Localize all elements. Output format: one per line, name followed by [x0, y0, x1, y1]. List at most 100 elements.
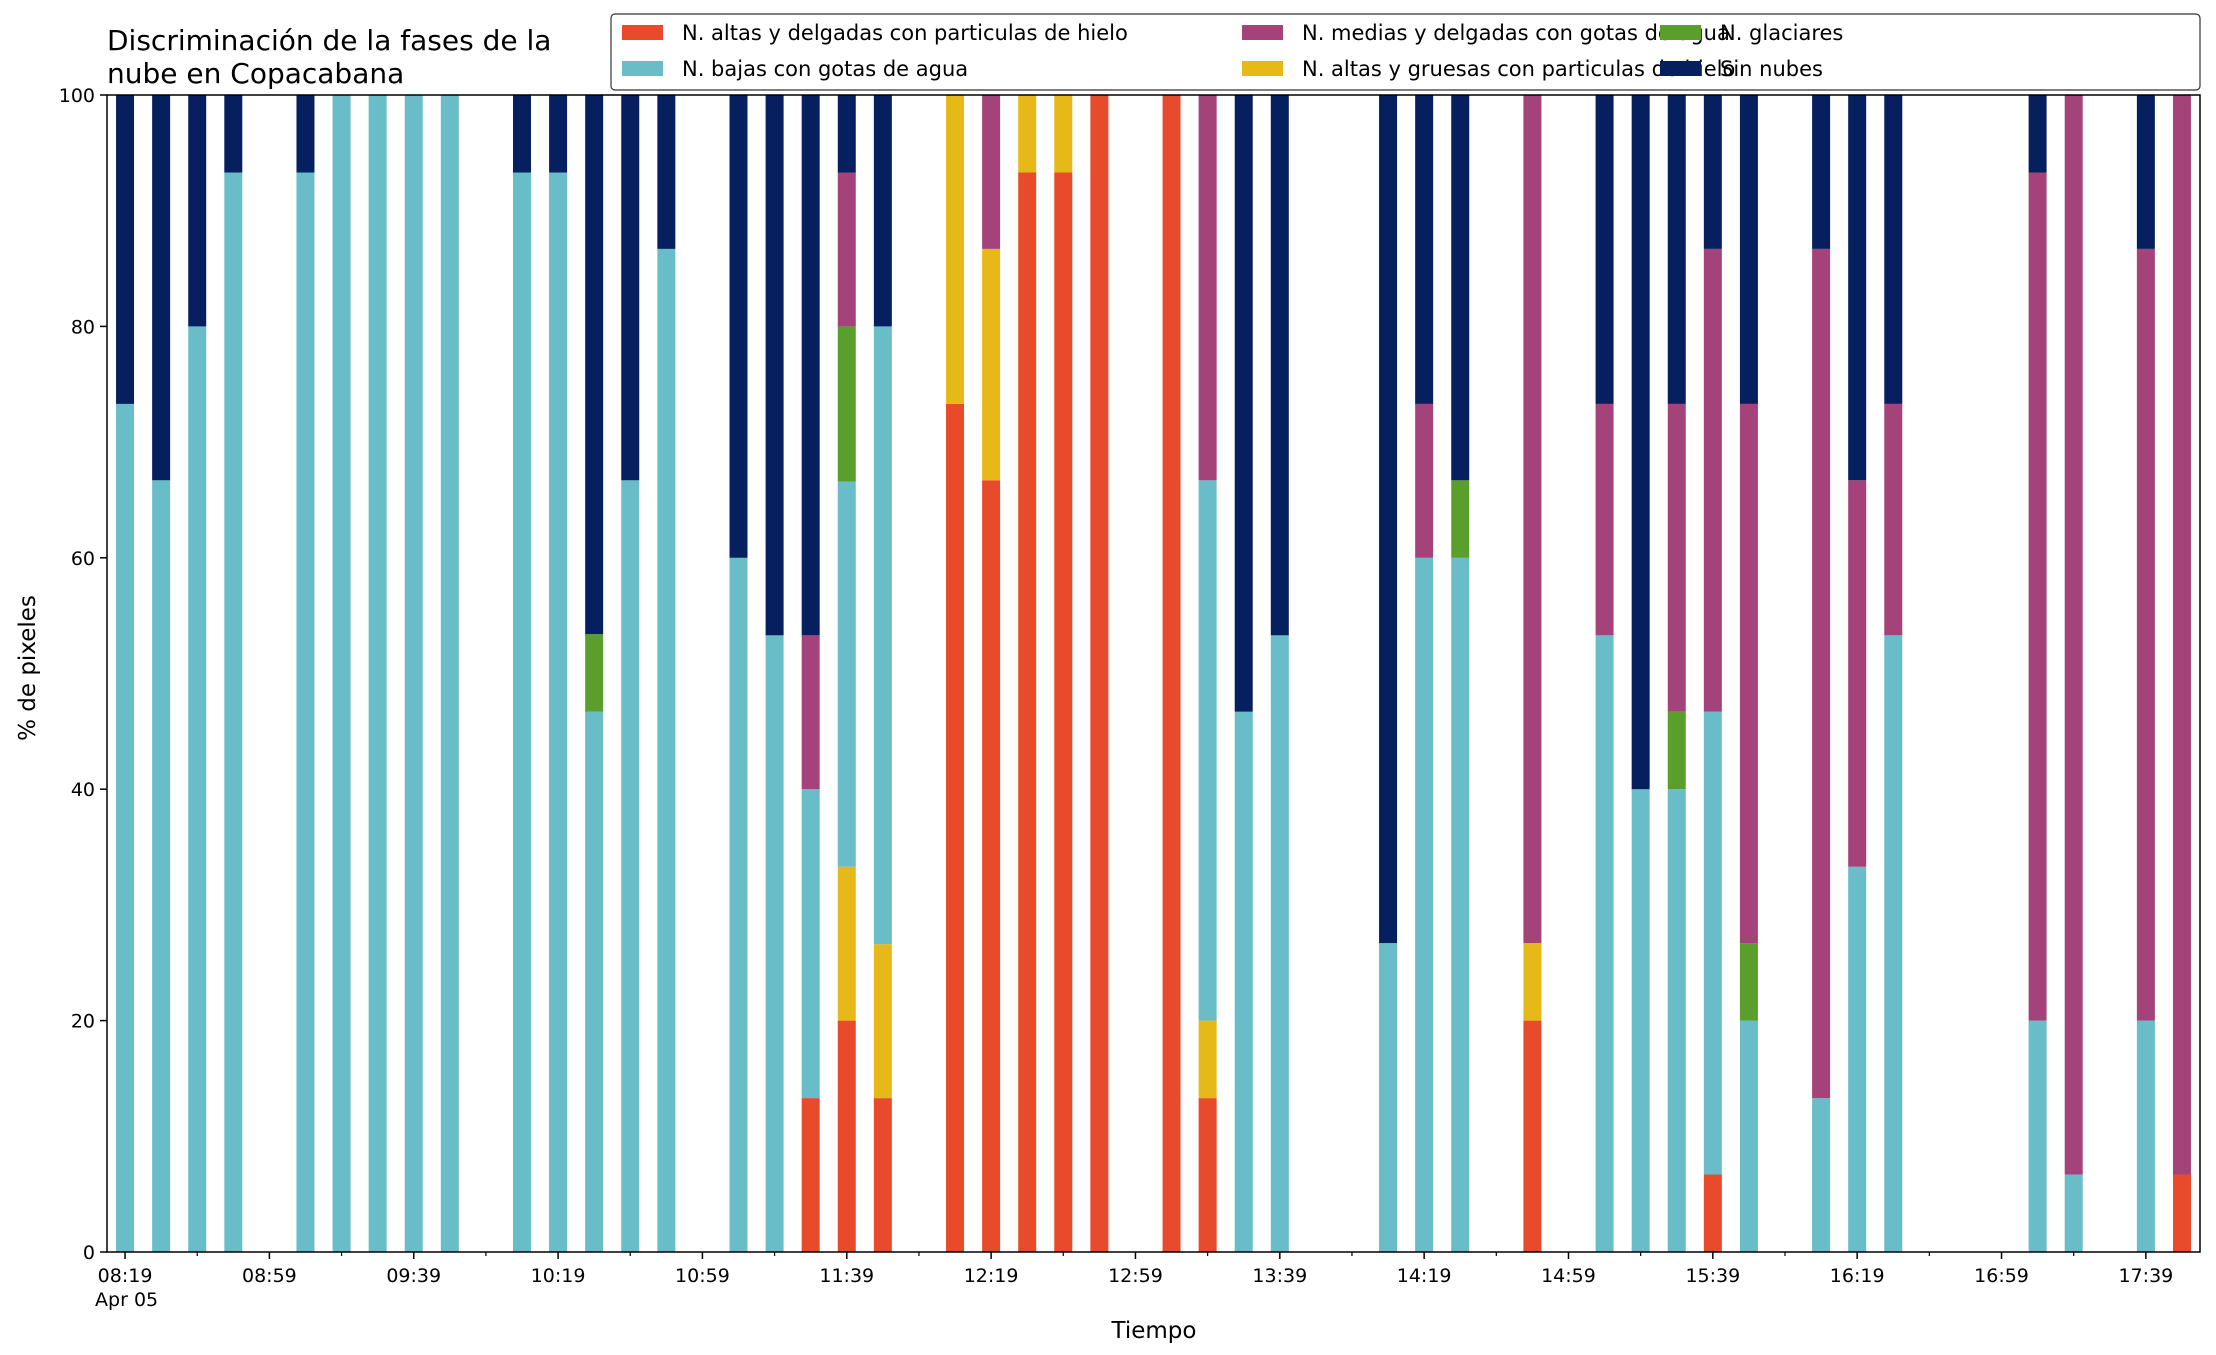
x-tick-label: 08:19 [98, 1265, 153, 1287]
bar-segment [2028, 95, 2047, 173]
bar-segment [2136, 95, 2155, 249]
chart-title-line-1: Discriminación de la fases de la [107, 24, 551, 57]
bar-segment [1090, 95, 1109, 1252]
bar-segment [368, 95, 387, 1252]
y-axis-title: % de pixeles [15, 595, 41, 741]
legend-item: N. bajas con gotas de agua [622, 57, 968, 81]
bar-segment [1739, 403, 1758, 944]
y-tick-label: 40 [71, 779, 95, 801]
bar-segment [512, 95, 531, 173]
x-tick-label: 10:19 [531, 1265, 586, 1287]
bar-segment [1667, 95, 1686, 404]
bar-segment [2172, 95, 2191, 1175]
bar-segment [657, 248, 676, 1252]
x-tick-label: 16:19 [1830, 1265, 1885, 1287]
bar-segment [765, 635, 784, 1252]
legend-swatch [622, 61, 663, 76]
bar-segment [1739, 95, 1758, 404]
legend-item: Sin nubes [1660, 57, 1823, 81]
bar-segment [982, 95, 1001, 249]
bar-segment [1739, 943, 1758, 1021]
bar-segment [1270, 635, 1289, 1252]
x-tick-label: 12:19 [964, 1265, 1019, 1287]
bar-segment [296, 172, 315, 1252]
x-tick-label: 08:59 [242, 1265, 297, 1287]
bar-segment [1451, 557, 1470, 1252]
legend-label: Sin nubes [1720, 57, 1823, 81]
bar-segment [1451, 480, 1470, 558]
bar-segment [837, 481, 856, 867]
bar-segment [1848, 95, 1867, 481]
x-tick-label: 09:39 [386, 1265, 441, 1287]
x-tick-label: 13:39 [1252, 1265, 1307, 1287]
y-tick-label: 80 [71, 316, 95, 338]
x-tick-label: 14:59 [1541, 1265, 1596, 1287]
x-tick-label: 10:59 [675, 1265, 730, 1287]
bar-segment [512, 172, 531, 1252]
y-tick-label: 60 [71, 548, 95, 570]
legend-label: N. bajas con gotas de agua [682, 57, 968, 81]
bar-segment [621, 480, 640, 1252]
bar-segment [946, 403, 965, 1252]
bar-segment [1162, 95, 1181, 1252]
bar-segment [1703, 95, 1722, 249]
bar-segment [1379, 95, 1398, 944]
bar-segment [729, 557, 748, 1252]
legend: N. altas y delgadas con particulas de hi… [610, 13, 2201, 91]
bar-segment [1523, 95, 1542, 944]
bar-segment [1018, 95, 1037, 173]
legend-swatch [622, 25, 663, 40]
bar-segment [549, 95, 568, 173]
x-tick-label: 16:59 [1974, 1265, 2029, 1287]
bar-segment [1703, 1174, 1722, 1252]
bar-segment [2064, 95, 2083, 1175]
y-tick-label: 100 [59, 85, 95, 107]
bar-segment [2136, 1020, 2155, 1252]
bar-segment [1379, 943, 1398, 1252]
bar-segment [2028, 1020, 2047, 1252]
x-tick-label: 11:39 [819, 1265, 874, 1287]
bar-segment [657, 95, 676, 249]
bar-segment [1812, 1098, 1831, 1252]
bar-segment [729, 95, 748, 558]
bar-segment [946, 95, 965, 404]
x-date-label: Apr 05 [95, 1289, 158, 1311]
bar-segment [801, 95, 820, 636]
bar-segment [1198, 480, 1217, 1021]
legend-swatch [1242, 25, 1283, 40]
legend-swatch [1242, 61, 1283, 76]
bar-segment [1595, 403, 1614, 636]
x-tick-label: 12:59 [1108, 1265, 1163, 1287]
bar-segment [1415, 95, 1434, 404]
bar-segment [1812, 95, 1831, 249]
bar-segment [1198, 1020, 1217, 1099]
bar-segment [1848, 866, 1867, 1252]
legend-label: N. glaciares [1720, 21, 1843, 45]
bar-segment [188, 95, 207, 327]
bar-segment [404, 95, 423, 1252]
bar-segment [152, 95, 171, 481]
bar-segment [873, 944, 892, 1099]
bar-segment [837, 326, 856, 482]
bar-segment [1631, 789, 1650, 1252]
bar-segment [1667, 789, 1686, 1252]
bar-segment [1595, 95, 1614, 404]
chart-title: Discriminación de la fases de la nube en… [107, 24, 551, 90]
bar-segment [1234, 95, 1253, 712]
bar-segment [2028, 172, 2047, 1021]
bar-segment [982, 248, 1001, 481]
bar-segment [440, 95, 459, 1252]
bar-segment [801, 789, 820, 1099]
bar-segment [1631, 95, 1650, 790]
bar-segment [188, 326, 207, 1252]
bar-segment [1198, 95, 1217, 481]
bar-segment [585, 634, 604, 712]
bar-segment [1198, 1098, 1217, 1252]
bar-segment [585, 95, 604, 635]
bar-segment [1523, 1020, 1542, 1252]
bar-segment [1703, 711, 1722, 1175]
legend-box [610, 13, 2201, 91]
